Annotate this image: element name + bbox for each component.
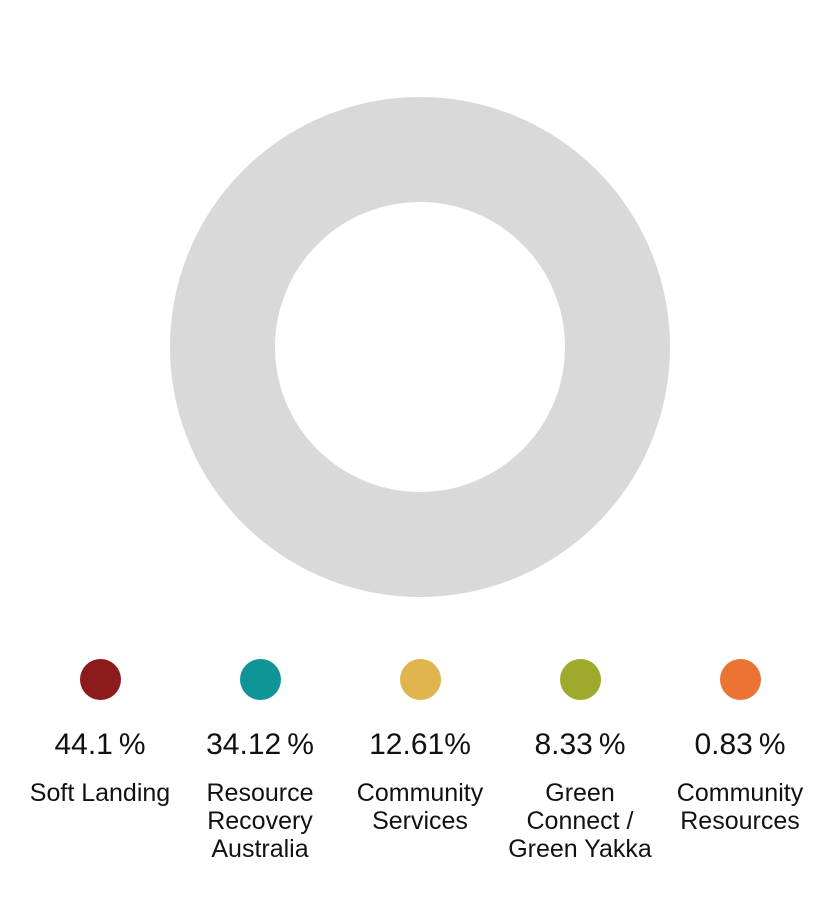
legend-label: Community Resources (676, 779, 804, 835)
legend-item-soft-landing[interactable]: 44.1 % Soft Landing (20, 659, 180, 863)
legend-percent: 12.61% (369, 728, 471, 761)
legend-color-dot (79, 659, 121, 700)
donut-chart-ring[interactable] (170, 97, 670, 597)
legend-percent: 8.33 % (534, 728, 626, 761)
legend-color-dot (719, 659, 761, 700)
legend-item-green-connect-green-yakka[interactable]: 8.33 % Green Connect / Green Yakka (500, 659, 660, 863)
legend-item-community-services[interactable]: 12.61% Community Services (340, 659, 500, 863)
legend-percent: 44.1 % (54, 728, 146, 761)
legend-percent: 34.12 % (206, 728, 314, 761)
legend-item-resource-recovery-australia[interactable]: 34.12 % Resource Recovery Australia (180, 659, 340, 863)
legend-color-dot (559, 659, 601, 700)
legend-color-dot (239, 659, 281, 700)
chart-legend: 44.1 % Soft Landing 34.12 % Resource Rec… (20, 659, 820, 863)
legend-item-community-resources[interactable]: 0.83 % Community Resources (660, 659, 820, 863)
legend-percent: 0.83 % (694, 728, 786, 761)
legend-label: Green Connect / Green Yakka (508, 779, 652, 863)
legend-label: Community Services (356, 779, 484, 835)
legend-label: Soft Landing (29, 779, 171, 807)
legend-color-dot (399, 659, 441, 700)
legend-label: Resource Recovery Australia (206, 779, 314, 863)
